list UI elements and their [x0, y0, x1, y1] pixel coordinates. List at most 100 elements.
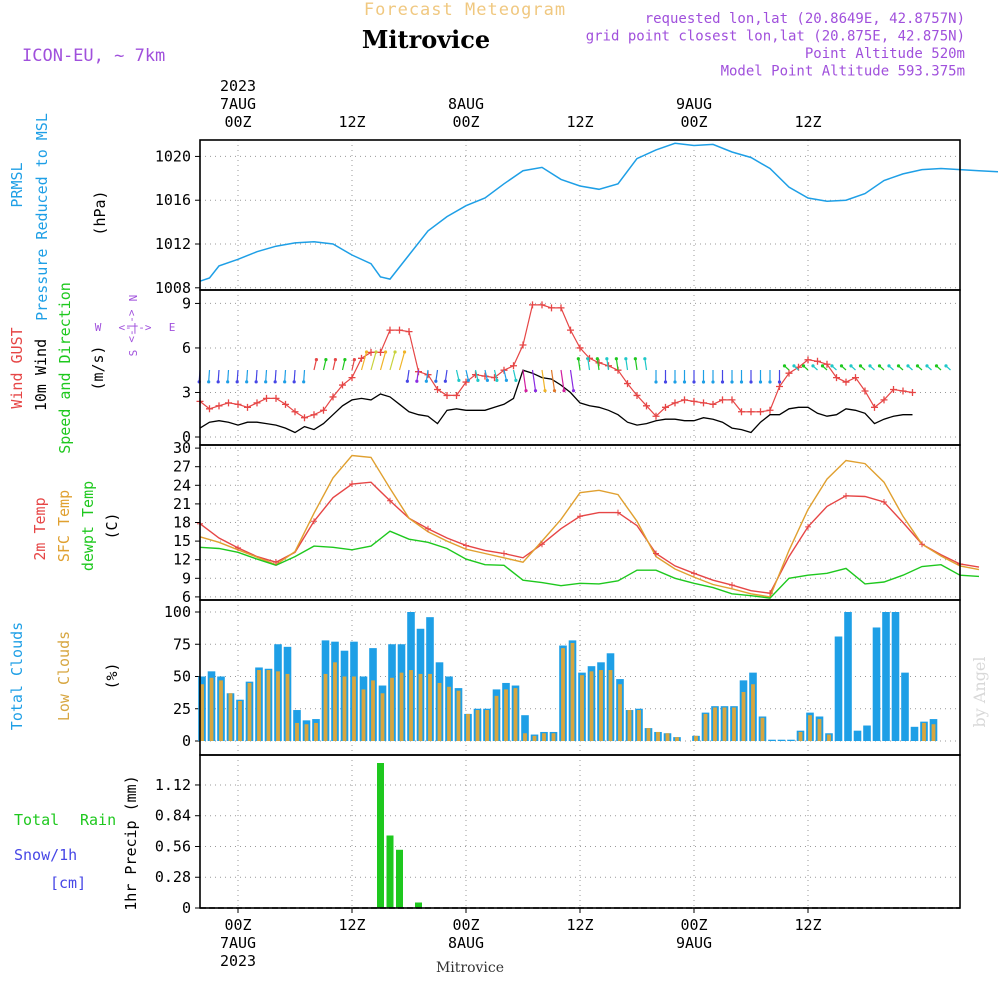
- wind-arrow: [398, 351, 406, 371]
- wind-arrow: [425, 369, 429, 382]
- wind-arrow: [493, 369, 498, 381]
- gust-marker: [301, 414, 308, 422]
- y-tick-label: 9: [182, 569, 191, 587]
- low-cloud-bar: [589, 671, 594, 741]
- wind-arrow-head: [476, 378, 480, 382]
- low-cloud-bar: [295, 722, 299, 741]
- wind-arrow: [313, 359, 317, 371]
- low-cloud-bar: [399, 672, 404, 741]
- wind-arrow-head: [383, 350, 388, 354]
- credit-text: by Angel: [970, 656, 989, 727]
- label-2m-temp: 2m Temp: [31, 497, 49, 560]
- total-cloud-bar: [882, 612, 890, 741]
- info-line-2: Point Altitude 520m: [805, 46, 965, 62]
- low-cloud-bar: [646, 728, 651, 741]
- y-tick-label: 6: [182, 588, 191, 606]
- gust-marker: [481, 372, 489, 380]
- bottom-date-label: 8AUG: [448, 934, 484, 952]
- y-tick-label: 12: [173, 551, 191, 569]
- low-cloud-bar: [637, 710, 641, 741]
- low-cloud-bar: [732, 707, 736, 741]
- temp-dewpoint-line: [199, 530, 980, 599]
- total-cloud-bar: [872, 627, 881, 741]
- rain-bar: [396, 849, 403, 908]
- wind-arrow: [406, 369, 410, 382]
- low-cloud-bar: [361, 689, 366, 741]
- low-cloud-bar: [931, 724, 936, 741]
- bottom-time-label: 12Z: [338, 916, 365, 934]
- low-cloud-bar: [694, 735, 698, 741]
- low-cloud-bar: [599, 670, 603, 741]
- low-cloud-bar: [200, 684, 204, 741]
- temp-2m-marker: [463, 542, 469, 549]
- wind-arrow: [634, 358, 638, 371]
- info-line-0: requested lon,lat (20.8649E, 42.8757N): [645, 11, 965, 27]
- bottom-time-label: 00Z: [680, 916, 707, 934]
- gust-marker: [557, 304, 565, 312]
- compass-e: E: [169, 321, 176, 334]
- wind-arrow: [435, 369, 439, 382]
- label-dewpt-temp: dewpt Temp: [79, 481, 97, 571]
- wind-arrow-head: [543, 389, 547, 393]
- wind-arrow: [227, 369, 230, 382]
- low-cloud-bar: [561, 648, 565, 741]
- total-cloud-bar: [834, 636, 843, 741]
- wind-arrow-head: [504, 378, 508, 382]
- label-prmsl: PRMSL: [8, 162, 26, 207]
- wind-arrow: [341, 359, 346, 371]
- wind-arrow: [284, 369, 287, 382]
- wind-arrow-head: [777, 380, 782, 384]
- compass-ns-arrow: <-|->: [125, 309, 138, 342]
- y-tick-label: 9: [182, 294, 191, 312]
- pressure-line: [199, 142, 999, 282]
- y-tick-label: 24: [173, 476, 191, 494]
- bottom-time-label: 12Z: [794, 916, 821, 934]
- top-time-label: 12Z: [566, 113, 593, 131]
- wind-arrow-head: [283, 380, 287, 384]
- wind-arrow: [455, 369, 460, 381]
- gust-marker: [595, 359, 603, 367]
- label-10m-wind: 10m Wind: [32, 339, 50, 411]
- wind-arrow: [370, 351, 377, 371]
- low-cloud-bar: [703, 713, 708, 741]
- gust-marker: [814, 357, 821, 365]
- label-pressure-desc: Pressure Reduced to MSL: [33, 113, 51, 321]
- info-line-3: Model Point Altitude 593.375m: [721, 64, 965, 80]
- gust-marker: [396, 326, 403, 334]
- gust-marker: [633, 391, 641, 399]
- total-cloud-bar: [853, 730, 862, 741]
- y-tick-label: 18: [173, 514, 191, 532]
- temp-2m-marker: [387, 497, 393, 504]
- y-tick-label: 15: [173, 532, 191, 550]
- gust-marker: [624, 380, 631, 388]
- wind-arrow-head: [495, 378, 499, 382]
- wind-arrow: [389, 351, 396, 371]
- gust-marker: [804, 356, 812, 364]
- wind-arrow-head: [415, 379, 419, 383]
- temp-2m-marker: [729, 582, 735, 589]
- top-date-label: 8AUG: [448, 95, 484, 113]
- top-time-label: 12Z: [794, 113, 821, 131]
- wind-arrow: [512, 369, 517, 381]
- gust-marker: [291, 408, 299, 416]
- wind-arrow-head: [749, 380, 753, 384]
- gust-marker: [282, 400, 289, 408]
- gust-marker: [348, 374, 356, 382]
- label-low-clouds: Low Clouds: [55, 631, 73, 721]
- wind-arrow-head: [906, 364, 910, 368]
- wind-arrow-head: [868, 364, 872, 368]
- wind-arrow-head: [643, 357, 647, 361]
- gust-marker: [367, 348, 375, 356]
- y-tick-label: 1008: [155, 279, 191, 297]
- temp-2m-marker: [653, 550, 659, 557]
- total-cloud-bar: [891, 612, 900, 741]
- wind-arrow: [217, 369, 220, 382]
- gust-marker: [462, 378, 470, 386]
- wind-arrow-head: [801, 364, 806, 368]
- y-tick-label: 75: [173, 635, 191, 653]
- gust-marker: [766, 406, 774, 414]
- model-name: ICON-EU, ~ 7km: [22, 46, 165, 66]
- temp-sfc-line: [199, 454, 980, 598]
- gust-marker: [529, 301, 536, 309]
